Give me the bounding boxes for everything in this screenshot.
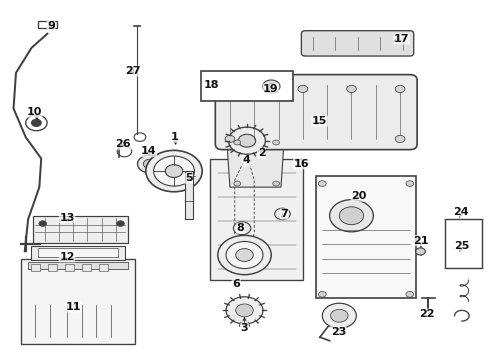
Bar — [201, 71, 292, 102]
Text: 9: 9 — [47, 21, 55, 31]
Circle shape — [249, 85, 259, 93]
Circle shape — [116, 221, 124, 226]
Circle shape — [330, 309, 347, 322]
Circle shape — [235, 249, 253, 261]
Text: 22: 22 — [419, 309, 434, 319]
Text: 7: 7 — [280, 209, 287, 219]
Circle shape — [405, 292, 413, 297]
Circle shape — [224, 85, 234, 93]
Text: 11: 11 — [65, 302, 81, 312]
Circle shape — [262, 80, 280, 93]
Circle shape — [31, 119, 41, 126]
Circle shape — [272, 140, 279, 145]
Text: 1: 1 — [170, 132, 178, 142]
Bar — [99, 264, 108, 271]
Circle shape — [238, 134, 255, 147]
Text: 6: 6 — [232, 279, 240, 289]
Bar — [38, 248, 118, 257]
Text: 20: 20 — [350, 191, 366, 201]
Circle shape — [228, 127, 265, 154]
Polygon shape — [227, 137, 283, 187]
Circle shape — [233, 181, 240, 186]
Text: 10: 10 — [27, 107, 42, 117]
Text: 26: 26 — [115, 139, 130, 149]
Circle shape — [267, 84, 275, 89]
Bar — [64, 264, 74, 271]
Text: 15: 15 — [311, 116, 327, 126]
FancyBboxPatch shape — [301, 31, 413, 56]
Text: 5: 5 — [184, 173, 192, 183]
Circle shape — [217, 235, 271, 275]
Circle shape — [318, 292, 325, 297]
Circle shape — [153, 156, 194, 186]
Text: 2: 2 — [257, 148, 265, 158]
Circle shape — [143, 159, 156, 168]
Bar — [47, 264, 57, 271]
Circle shape — [272, 181, 279, 186]
Circle shape — [394, 85, 404, 93]
Circle shape — [225, 242, 263, 269]
Circle shape — [235, 304, 253, 317]
Bar — [316, 176, 415, 298]
Text: 12: 12 — [59, 252, 75, 262]
Circle shape — [225, 297, 263, 324]
Circle shape — [145, 150, 202, 192]
Text: 19: 19 — [263, 84, 278, 94]
Circle shape — [346, 85, 356, 93]
Circle shape — [394, 135, 404, 143]
Circle shape — [233, 222, 250, 235]
Text: 25: 25 — [453, 241, 468, 251]
Text: 14: 14 — [141, 147, 156, 157]
Bar — [33, 216, 127, 243]
Circle shape — [233, 140, 240, 145]
Bar — [21, 258, 135, 344]
FancyBboxPatch shape — [215, 75, 416, 150]
Text: 24: 24 — [452, 207, 468, 217]
Text: 3: 3 — [240, 323, 248, 333]
Circle shape — [274, 208, 289, 220]
Text: 21: 21 — [412, 236, 428, 246]
Circle shape — [415, 248, 425, 255]
Text: 23: 23 — [330, 327, 346, 337]
Text: 16: 16 — [293, 159, 308, 169]
Circle shape — [39, 221, 46, 226]
Circle shape — [322, 303, 356, 328]
Text: 8: 8 — [236, 223, 244, 233]
Circle shape — [165, 165, 183, 177]
Bar — [445, 219, 481, 267]
Text: 17: 17 — [393, 34, 408, 44]
Bar — [81, 264, 91, 271]
Circle shape — [339, 207, 363, 225]
Circle shape — [405, 181, 413, 186]
Bar — [30, 264, 40, 271]
Polygon shape — [185, 171, 193, 219]
Text: 13: 13 — [59, 212, 75, 222]
Polygon shape — [210, 158, 302, 280]
Circle shape — [318, 181, 325, 186]
Circle shape — [329, 200, 372, 232]
Circle shape — [224, 135, 234, 143]
Circle shape — [137, 155, 162, 173]
Bar — [28, 262, 127, 269]
Text: 18: 18 — [204, 80, 219, 90]
Text: 4: 4 — [242, 156, 250, 165]
Text: 27: 27 — [124, 66, 140, 76]
Bar — [30, 246, 125, 260]
Circle shape — [297, 85, 307, 93]
